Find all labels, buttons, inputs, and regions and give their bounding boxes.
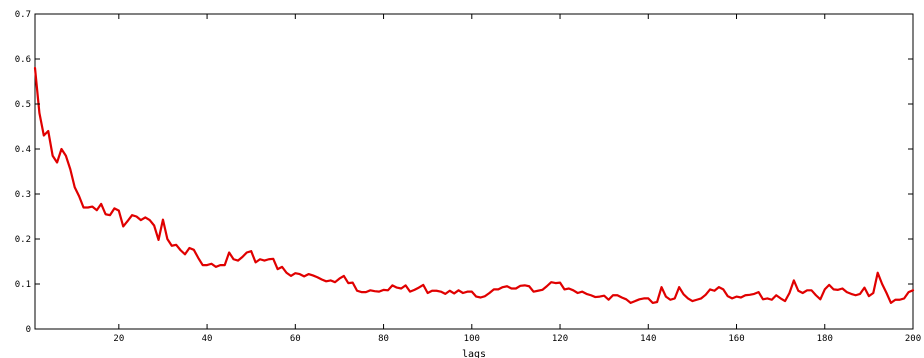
x-tick-label: 200	[905, 334, 921, 344]
x-tick-label: 60	[290, 334, 301, 344]
axes-group	[34, 13, 914, 330]
y-tick-label: 0	[26, 325, 31, 335]
x-tick-label: 40	[202, 334, 213, 344]
y-tick-label: 0.7	[15, 10, 31, 20]
x-tick-label: 120	[552, 334, 568, 344]
x-tick-label: 80	[378, 334, 389, 344]
x-tick-label: 20	[113, 334, 124, 344]
x-tick-label: 100	[464, 334, 480, 344]
x-ticks-group: 20 40 60 80 100 120 140 160 180 200	[113, 14, 921, 344]
x-axis-label: lags	[462, 349, 486, 358]
plot-frame	[34, 13, 914, 330]
y-tick-label: 0.2	[15, 235, 31, 245]
x-tick-label: 180	[817, 334, 833, 344]
y-tick-label: 0.4	[15, 145, 31, 155]
x-tick-label: 160	[728, 334, 744, 344]
series-line	[33, 66, 915, 304]
y-tick-label: 0.5	[15, 100, 31, 110]
y-tick-label: 0.6	[15, 55, 31, 65]
x-tick-label: 140	[640, 334, 656, 344]
y-ticks-group: 0 0.1 0.2 0.3 0.4 0.5 0.6 0.7	[15, 10, 913, 335]
y-tick-label: 0.1	[15, 280, 31, 290]
y-tick-label: 0.3	[15, 190, 31, 200]
